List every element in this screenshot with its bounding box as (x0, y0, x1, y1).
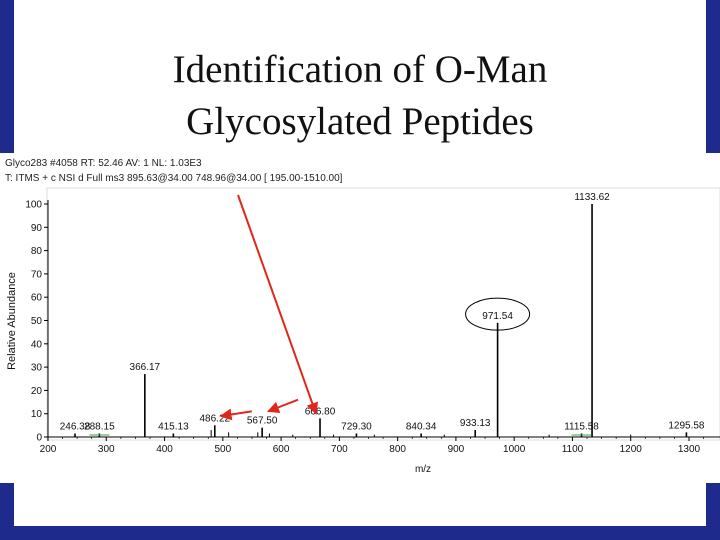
substituent-label: SA (531, 193, 545, 204)
peak-label: 971.54 (482, 311, 513, 322)
y-tick-label: 10 (31, 409, 43, 420)
peak-label: 486.22 (199, 413, 230, 424)
peptide-label: (R)LETASPPTR(I) (344, 274, 449, 289)
plot-area (46, 187, 720, 441)
spectrum-header-scan: Glyco283 #4058 RT: 52.46 AV: 1 NL: 1.03E… (5, 158, 202, 169)
y-tick-label: 80 (31, 246, 43, 257)
peak-label: 1133.62 (574, 192, 610, 203)
y-tick-label: 30 (31, 363, 43, 374)
y-tick-label: 60 (31, 293, 43, 304)
y-tick-label: 50 (31, 316, 43, 327)
x-tick-label: 400 (156, 444, 173, 455)
glycan-brace (374, 250, 544, 270)
slide-title-line-1: Identification of O-Man (172, 48, 548, 91)
slide-title: Identification of O-Man Glycosylated Pep… (0, 44, 720, 148)
mass-spectrum-panel: Glyco283 #4058 RT: 52.46 AV: 1 NL: 1.03E… (0, 153, 720, 483)
peak-label: 366.17 (130, 362, 161, 373)
peak-label: 1115.58 (564, 422, 599, 433)
pointer-line (375, 323, 470, 342)
spectrum-header-filter: T: ITMS + c NSI d Full ms3 895.63@34.00 … (5, 173, 343, 184)
fragment-arrow-long (237, 194, 319, 415)
x-tick-label: 700 (331, 444, 348, 455)
x-tick-label: 200 (40, 444, 57, 455)
fragment-arrow-short (219, 408, 252, 421)
slide-title-line-2: Glycosylated Peptides (186, 100, 534, 143)
x-tick-label: 1300 (678, 444, 701, 455)
peak-label: 567.50 (247, 416, 278, 427)
mass-spectrum-chart: 0 10 20 30 40 50 60 70 80 90 100 200 300 400 500 600 700… (6, 187, 720, 475)
y-tick-label: 90 (31, 223, 43, 234)
x-tick-label: 1100 (562, 444, 584, 455)
x-tick-label: 500 (214, 444, 231, 455)
x-tick-label: 800 (389, 444, 406, 455)
peak-label: 729.30 (341, 422, 372, 433)
x-tick-label: 1000 (503, 444, 526, 455)
substituent-label: Hex (529, 229, 547, 240)
x-tick-label: 900 (448, 444, 465, 455)
y-axis-label: Relative Abundance (6, 272, 18, 370)
y-tick-label: 70 (31, 269, 43, 280)
y-tick-label: 40 (31, 339, 43, 350)
peak-label: 246.38 (60, 422, 91, 433)
peak-label: 415.13 (158, 422, 189, 433)
fragment-arrow-mid (267, 398, 299, 414)
peak-label: 288.15 (84, 422, 115, 433)
peak-label: 666.80 (305, 406, 336, 417)
ion-doubly-charged-label: [M+2H]2+ (200, 373, 244, 384)
x-tick-label: 600 (273, 444, 290, 455)
y-tick-label: 20 (31, 386, 43, 397)
minus-hex-label: -Hex (227, 263, 248, 274)
y-tick-label: 0 (36, 433, 42, 444)
slide-frame-bottom (0, 526, 720, 540)
y-tick-label: 100 (25, 200, 42, 211)
substituent-label: HexNAc (519, 217, 556, 228)
minus-hex-low-label: -Hex (189, 401, 210, 412)
peak-label: 1295.58 (668, 420, 705, 431)
x-axis-label: m/z (415, 464, 431, 475)
x-tick-label: 1200 (620, 444, 643, 455)
peak-label: 840.34 (406, 422, 437, 433)
highlight-ellipse (465, 297, 531, 331)
ion-singly-charged-label: [M+H]+ (383, 347, 416, 358)
peak-label: 933.13 (460, 418, 491, 429)
x-tick-label: 300 (98, 444, 115, 455)
substituent-label: Hex (529, 205, 547, 216)
minus-hexnac-label: -HexNAc (248, 385, 288, 396)
